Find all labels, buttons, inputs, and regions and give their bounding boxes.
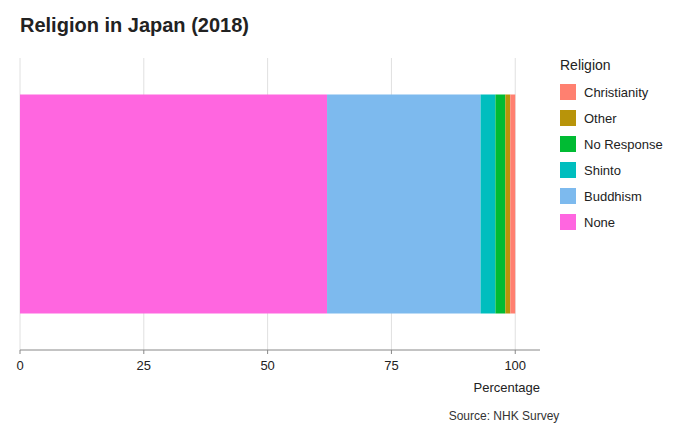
tick-label: 100 xyxy=(504,358,526,373)
legend-swatch xyxy=(560,136,576,152)
bar-segment xyxy=(495,95,505,314)
legend-swatch xyxy=(560,84,576,100)
chart-container: Religion in Japan (2018) 0 25 50 75 100 Percen… xyxy=(0,0,700,432)
bar-segment xyxy=(510,95,515,314)
legend-entry: Christianity xyxy=(584,85,649,100)
legend-entry: Buddhism xyxy=(584,189,642,204)
legend: Religion Christianity Other No Response Shin… xyxy=(560,57,663,230)
legend-entry: No Response xyxy=(584,137,663,152)
legend-title: Religion xyxy=(560,57,611,73)
legend-swatch xyxy=(560,188,576,204)
x-axis-label: Percentage xyxy=(474,380,541,395)
legend-swatch xyxy=(560,214,576,230)
tick-mark xyxy=(143,350,144,354)
tick-label: 75 xyxy=(384,358,398,373)
x-ticks: 0 25 50 75 100 xyxy=(16,350,526,373)
legend-entry: Other xyxy=(584,111,617,126)
tick-mark xyxy=(20,350,21,354)
tick-mark xyxy=(391,350,392,354)
grid xyxy=(20,58,515,350)
legend-entry: None xyxy=(584,215,615,230)
legend-swatch xyxy=(560,162,576,178)
bar-segment xyxy=(505,95,510,314)
legend-entry: Shinto xyxy=(584,163,621,178)
source: Source: NHK Survey xyxy=(449,409,560,423)
bars xyxy=(20,95,515,314)
bar-segment xyxy=(20,95,327,314)
chart-svg: Religion in Japan (2018) 0 25 50 75 100 Percen… xyxy=(0,0,700,432)
tick-label: 50 xyxy=(260,358,274,373)
bar-segment xyxy=(327,95,481,314)
bar-segment xyxy=(481,95,496,314)
tick-label: 25 xyxy=(137,358,151,373)
tick-mark xyxy=(267,350,268,354)
tick-label: 0 xyxy=(16,358,23,373)
title: Religion in Japan (2018) xyxy=(20,14,249,36)
legend-swatch xyxy=(560,110,576,126)
tick-mark xyxy=(515,350,516,354)
x-axis-line xyxy=(20,350,540,351)
